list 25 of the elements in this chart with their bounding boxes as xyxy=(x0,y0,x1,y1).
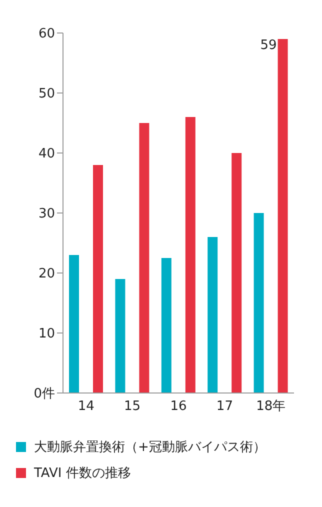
y-tick-label: 60 xyxy=(38,26,55,42)
y-tick-label: 20 xyxy=(38,266,55,282)
bar xyxy=(278,39,288,393)
y-tick-label: 0件 xyxy=(34,386,55,402)
bar xyxy=(208,237,218,393)
bar xyxy=(254,213,264,393)
x-tick-label: 17 xyxy=(216,399,233,414)
x-tick-label: 16 xyxy=(170,399,187,414)
legend-label: TAVI 件数の推移 xyxy=(34,465,131,482)
y-tick-label: 30 xyxy=(38,206,55,222)
legend-label: 大動脈弁置換術（+冠動脈バイパス術） xyxy=(34,439,266,456)
bar xyxy=(115,279,126,393)
y-tick-label: 10 xyxy=(38,326,55,342)
x-tick-label: 18年 xyxy=(256,399,286,414)
bar xyxy=(139,123,150,393)
bar xyxy=(69,255,79,393)
bar xyxy=(185,117,196,393)
y-tick-label: 40 xyxy=(38,146,55,162)
bar xyxy=(93,165,103,393)
bar xyxy=(232,153,242,393)
data-label: 59 xyxy=(260,38,277,53)
y-tick-label: 50 xyxy=(38,86,55,102)
bar xyxy=(161,258,172,393)
x-tick-label: 15 xyxy=(124,399,141,414)
x-tick-label: 14 xyxy=(78,399,94,414)
